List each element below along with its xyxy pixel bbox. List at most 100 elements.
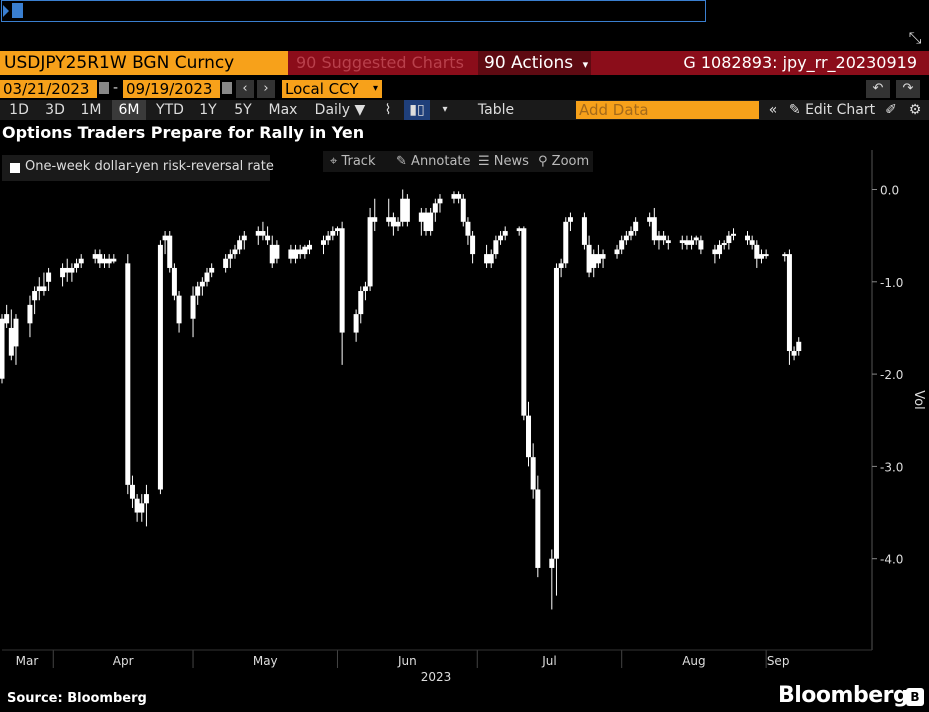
- zoom-label: Zoom: [551, 154, 590, 169]
- date-separator: -: [113, 80, 119, 96]
- pencil-icon: ✎: [396, 154, 407, 169]
- candle-body: [97, 254, 103, 264]
- candle-body: [41, 286, 47, 292]
- candle-body: [684, 240, 690, 245]
- bloomberg-logo: Bloomberg: [778, 683, 909, 708]
- pencil-icon: ✎: [788, 102, 801, 118]
- line-chart-icon[interactable]: ⌇: [384, 102, 392, 118]
- redo-icon[interactable]: ↷: [896, 80, 920, 98]
- undo-icon[interactable]: ↶: [866, 80, 890, 98]
- source-label: Source: Bloomberg: [7, 691, 147, 706]
- track-button[interactable]: ⌖ Track: [330, 151, 376, 172]
- end-date-input[interactable]: 09/19/2023: [123, 80, 220, 98]
- candle-body: [558, 263, 564, 268]
- candle-body: [358, 291, 364, 315]
- legend-label: One-week dollar-yen risk-reversal rate: [25, 159, 274, 174]
- candle-body: [325, 235, 331, 241]
- candle-body: [404, 198, 410, 222]
- period-button-6m[interactable]: 6M: [112, 100, 146, 120]
- x-tick-label: Mar: [16, 654, 39, 668]
- candle-body: [386, 217, 392, 222]
- candle-body: [102, 258, 108, 264]
- candle-body: [763, 254, 769, 257]
- candle-body: [171, 267, 177, 296]
- candle-body: [586, 244, 592, 273]
- period-button-ytd[interactable]: YTD: [156, 102, 184, 118]
- annotate-label: Annotate: [411, 154, 471, 169]
- candle-body: [223, 258, 229, 268]
- candle-body: [661, 235, 667, 241]
- period-button-1m[interactable]: 1M: [80, 102, 102, 118]
- candle-body: [60, 267, 66, 278]
- candle-body: [516, 228, 522, 232]
- candle-body: [46, 272, 52, 282]
- period-button-1d[interactable]: 1D: [9, 102, 29, 118]
- candle-body: [679, 240, 685, 244]
- collapse-icon[interactable]: «: [768, 102, 778, 118]
- candle-body: [111, 258, 117, 262]
- previous-period-button[interactable]: ‹: [236, 80, 254, 98]
- period-button-3d[interactable]: 3D: [45, 102, 65, 118]
- candle-body: [456, 194, 462, 199]
- expand-icon[interactable]: ⤡: [908, 28, 922, 47]
- candle-body: [195, 286, 201, 296]
- candle-body: [619, 240, 625, 250]
- news-button[interactable]: ☰ News: [478, 151, 529, 172]
- candle-body: [628, 231, 634, 236]
- candle-body: [167, 235, 173, 268]
- zoom-button[interactable]: ⚲ Zoom: [538, 151, 589, 172]
- candle-body: [78, 258, 84, 264]
- candle-body: [600, 254, 606, 259]
- candle-body: [717, 244, 723, 255]
- candle-body: [493, 240, 499, 255]
- candle-body: [64, 267, 70, 273]
- period-button-max[interactable]: Max: [268, 102, 298, 118]
- edit-icon[interactable]: ✐: [885, 102, 897, 118]
- y-tick-label: -2.0: [880, 368, 903, 382]
- calendar-icon[interactable]: [99, 82, 109, 94]
- edit-chart-label: Edit Chart: [805, 102, 876, 118]
- edit-chart-button[interactable]: ✎ Edit Chart: [788, 100, 876, 120]
- table-button[interactable]: Table: [477, 102, 515, 118]
- candle-body: [521, 228, 527, 416]
- candle-body: [395, 221, 401, 227]
- period-button-5y[interactable]: 5Y: [234, 102, 252, 118]
- candle-body: [731, 233, 737, 236]
- candle-body: [8, 327, 14, 356]
- period-button-1y[interactable]: 1Y: [199, 102, 217, 118]
- candlestick-chart-icon[interactable]: ▮▯: [404, 100, 430, 120]
- candle-body: [470, 235, 476, 255]
- candle-body: [437, 198, 443, 204]
- candle-body: [330, 231, 336, 236]
- candle-body: [237, 240, 243, 250]
- candle-body: [209, 267, 215, 273]
- candle-body: [614, 249, 620, 255]
- candle-body: [157, 244, 163, 490]
- frequency-select[interactable]: Daily ▼: [314, 102, 366, 118]
- candle-body: [241, 235, 247, 241]
- calendar-icon[interactable]: [222, 82, 232, 94]
- x-tick-label: Apr: [113, 654, 134, 668]
- y-axis-label: Vol: [911, 390, 926, 409]
- annotate-button[interactable]: ✎ Annotate: [396, 151, 471, 172]
- currency-select[interactable]: Local CCY ▾: [282, 80, 382, 98]
- command-line-input[interactable]: [1, 0, 706, 22]
- candle-body: [400, 198, 406, 222]
- function-code: 90: [296, 53, 317, 72]
- candle-body: [744, 235, 750, 241]
- actions-menu[interactable]: 90 Actions ▾: [478, 51, 591, 75]
- suggested-charts-button[interactable]: 90 Suggested Charts: [290, 51, 476, 75]
- add-data-input[interactable]: Add Data: [576, 101, 759, 119]
- candle-body: [502, 231, 508, 236]
- chart-type-dropdown-icon[interactable]: ▾: [442, 104, 448, 115]
- ticker-field[interactable]: USDJPY25R1W BGN Curncy: [0, 51, 288, 75]
- chart-title: Options Traders Prepare for Rally in Yen: [2, 123, 365, 142]
- command-arrow-icon: [3, 5, 9, 17]
- settings-icon[interactable]: ⚙: [908, 102, 922, 118]
- legend[interactable]: [2, 155, 270, 181]
- candle-body: [339, 228, 345, 333]
- candle-body: [260, 231, 266, 236]
- next-period-button[interactable]: ›: [257, 80, 275, 98]
- start-date-input[interactable]: 03/21/2023: [0, 80, 97, 98]
